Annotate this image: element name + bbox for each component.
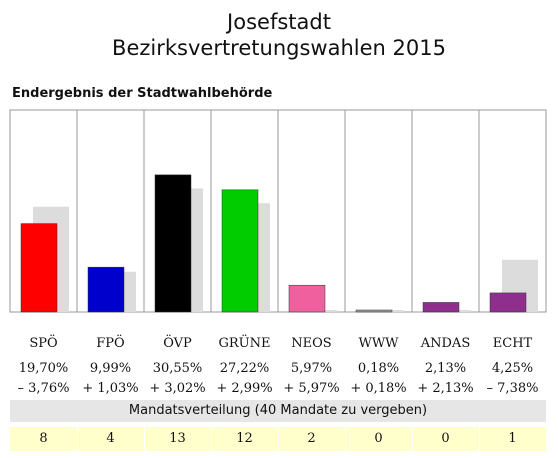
percent-label-5: 0,18% [357, 361, 400, 376]
bar-3 [221, 189, 259, 313]
tick-label-4: NEOS [291, 336, 332, 351]
seats-row: 8 4 13 12 2 0 0 1 [10, 427, 546, 451]
tick-label-2: ÖVP [163, 336, 192, 351]
percent-label-0: 19,70% [18, 361, 69, 376]
chart-title: Josefstadt [227, 10, 331, 34]
tick-label-1: FPÖ [96, 336, 125, 351]
percent-label-7: 4,25% [491, 361, 534, 376]
seat-count-3: 12 [236, 431, 253, 446]
change-label-5: + 0,18% [350, 381, 407, 396]
bar-2 [154, 174, 192, 313]
seat-divider [345, 427, 346, 451]
bar-5 [355, 309, 393, 313]
party-names-row: SPÖ FPÖ ÖVP GRÜNE NEOS WWW ANDAS ECHT [10, 334, 546, 354]
change-label-6: + 2,13% [417, 381, 474, 396]
seat-count-6: 0 [441, 431, 450, 446]
seat-divider [144, 427, 145, 451]
seat-count-2: 13 [169, 431, 186, 446]
seat-count-1: 4 [106, 431, 115, 446]
tick-label-7: ECHT [492, 336, 533, 351]
tick-label-6: ANDAS [420, 336, 471, 351]
seat-divider [479, 427, 480, 451]
change-label-7: – 7,38% [486, 381, 539, 396]
tick-label-5: WWW [358, 336, 399, 351]
tick-label-0: SPÖ [29, 336, 58, 351]
seat-divider [211, 427, 212, 451]
seat-count-4: 2 [307, 431, 316, 446]
percent-label-3: 27,22% [219, 361, 270, 376]
bar-7 [489, 292, 527, 313]
percent-label-1: 9,99% [89, 361, 132, 376]
change-row: – 3,76% + 1,03% + 3,02% + 2,99% + 5,97% + 0,1… [10, 379, 546, 399]
chart-subtitle: Endergebnis der Stadtwahlbehörde [12, 86, 273, 101]
seat-divider [77, 427, 78, 451]
bar-1 [87, 266, 125, 313]
bar-6 [422, 302, 460, 313]
percent-label-2: 30,55% [152, 361, 203, 376]
seat-count-5: 0 [374, 431, 383, 446]
chart-title-line2: Bezirksvertretungswahlen 2015 [112, 36, 446, 60]
percent-label-6: 2,13% [424, 361, 467, 376]
change-label-2: + 3,02% [149, 381, 206, 396]
bar-chart [9, 109, 547, 313]
seat-divider [412, 427, 413, 451]
bar-4 [288, 284, 326, 313]
change-label-0: – 3,76% [17, 381, 70, 396]
seat-divider [278, 427, 279, 451]
seat-count-0: 8 [39, 431, 48, 446]
percent-row: 19,70% 9,99% 30,55% 27,22% 5,97% 0,18% 2,13% 4,… [10, 359, 546, 379]
seat-count-7: 1 [508, 431, 517, 446]
change-label-4: + 5,97% [283, 381, 340, 396]
change-label-1: + 1,03% [82, 381, 139, 396]
tick-label-3: GRÜNE [218, 336, 271, 351]
percent-label-4: 5,97% [290, 361, 333, 376]
seats-caption: Mandatsverteilung (40 Mandate zu vergebe… [10, 400, 546, 422]
change-label-3: + 2,99% [216, 381, 273, 396]
bar-0 [20, 223, 58, 313]
